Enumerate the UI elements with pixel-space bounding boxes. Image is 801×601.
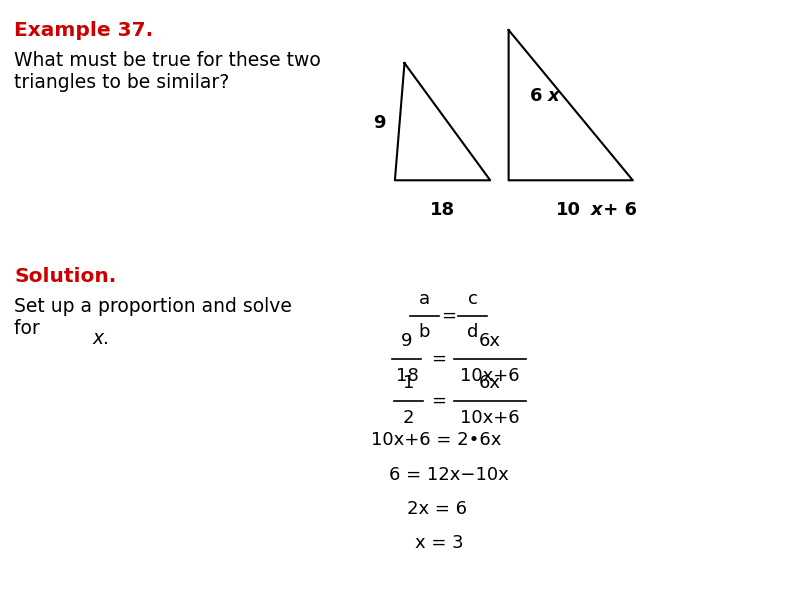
Text: 6 = 12x−10x: 6 = 12x−10x <box>388 466 509 484</box>
Text: b: b <box>419 323 430 341</box>
Text: .: . <box>103 329 108 348</box>
Text: 2x = 6: 2x = 6 <box>407 500 466 518</box>
Text: 10: 10 <box>556 201 582 219</box>
Text: What must be true for these two
triangles to be similar?: What must be true for these two triangle… <box>14 51 321 92</box>
Text: Set up a proportion and solve
for: Set up a proportion and solve for <box>14 297 292 338</box>
Text: 18: 18 <box>429 201 455 219</box>
Text: Solution.: Solution. <box>14 267 117 287</box>
Text: 6: 6 <box>530 87 543 105</box>
Text: c: c <box>468 290 477 308</box>
Text: x: x <box>93 329 104 348</box>
Text: 2: 2 <box>403 409 414 427</box>
Text: 9: 9 <box>373 114 386 132</box>
Text: d: d <box>467 323 478 341</box>
Text: a: a <box>419 290 430 308</box>
Text: x: x <box>548 87 560 105</box>
Text: 10x+6: 10x+6 <box>461 367 520 385</box>
Text: 9: 9 <box>401 332 413 350</box>
Text: 10x+6 = 2•6x: 10x+6 = 2•6x <box>372 431 501 449</box>
Text: =: = <box>432 392 446 410</box>
Text: 10x+6: 10x+6 <box>461 409 520 427</box>
Text: Example 37.: Example 37. <box>14 21 154 40</box>
Text: 6x: 6x <box>479 374 501 392</box>
Text: 1: 1 <box>403 374 414 392</box>
Text: 6x: 6x <box>479 332 501 350</box>
Text: x: x <box>591 201 602 219</box>
Text: =: = <box>441 307 456 325</box>
Text: =: = <box>432 350 446 368</box>
Text: + 6: + 6 <box>597 201 637 219</box>
Text: 18: 18 <box>396 367 418 385</box>
Text: x = 3: x = 3 <box>415 534 463 552</box>
